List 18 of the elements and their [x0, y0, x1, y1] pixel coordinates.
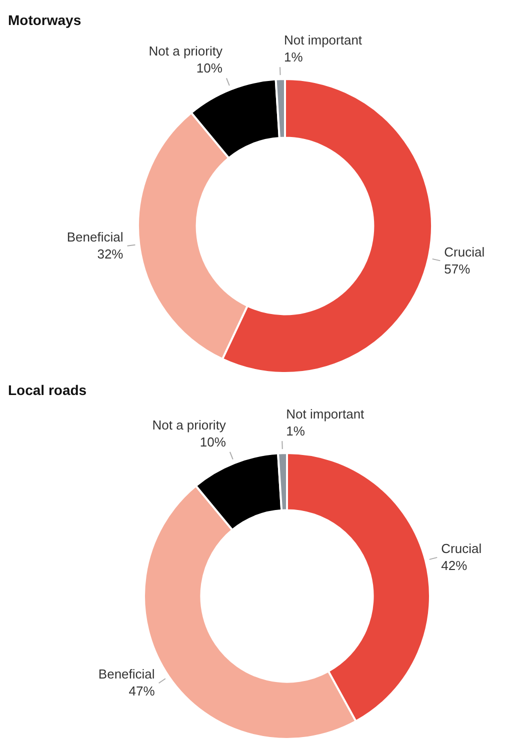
- chart-title: Motorways: [8, 11, 82, 30]
- slice-label: Not a priority: [148, 44, 223, 59]
- data-label: 32%: [97, 246, 124, 262]
- data-label: 57%: [444, 261, 471, 276]
- data-label: 1%: [284, 50, 304, 65]
- slice-label: Beneficial: [98, 666, 155, 682]
- slice-label: Not important: [284, 32, 362, 48]
- slice-label: Not a priority: [152, 417, 226, 432]
- slice-label: Beneficial: [66, 230, 124, 245]
- chart-title: Local roads: [8, 381, 88, 400]
- data-label: 10%: [196, 60, 223, 76]
- slice-label: Crucial: [444, 244, 485, 260]
- slice-label: Crucial: [441, 541, 482, 556]
- data-label: 47%: [128, 684, 156, 699]
- data-label: 42%: [441, 558, 468, 574]
- data-label: 1%: [286, 424, 306, 439]
- slice-label: Not important: [286, 406, 365, 422]
- data-label: 10%: [200, 434, 226, 450]
